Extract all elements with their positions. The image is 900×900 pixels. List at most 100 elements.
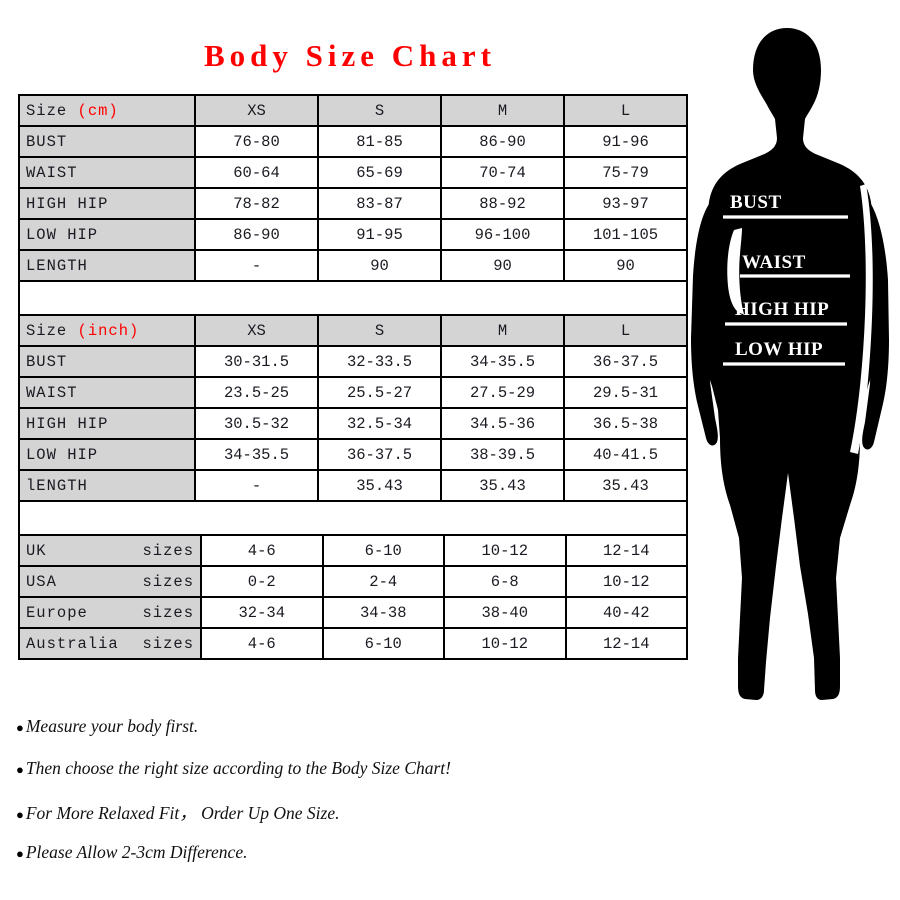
table-row: Europe sizes 32-34 34-38 38-40 40-42 (18, 596, 688, 629)
cell-bust-s: 32-33.5 (317, 345, 442, 378)
cell-europe-s: 34-38 (321, 596, 445, 629)
cell-usa-s: 2-4 (321, 565, 445, 598)
bullet-icon: ● (16, 720, 24, 735)
cell-bust-m: 34-35.5 (440, 345, 565, 378)
row-label-waist: WAIST (18, 376, 196, 409)
table-row: WAIST 60-64 65-69 70-74 75-79 (18, 156, 688, 189)
measurement-labels: BUST WAIST HIGH HIP LOW HIP (723, 192, 850, 366)
cell-bust-xs: 30-31.5 (194, 345, 319, 378)
table-header-row: Size (inch) XS S M L (18, 314, 688, 347)
column-header-m: M (440, 94, 565, 127)
cell-low-hip-m: 96-100 (440, 218, 565, 251)
table-header-row: Size (cm) XS S M L (18, 94, 688, 127)
inch-header-label: Size (inch) (18, 314, 196, 347)
cell-low-hip-s: 36-37.5 (317, 438, 442, 471)
cell-australia-m: 10-12 (443, 627, 567, 660)
row-label-europe: Europe sizes (18, 596, 202, 629)
table-row: USA sizes 0-2 2-4 6-8 10-12 (18, 565, 688, 598)
list-item: ● For More Relaxed Fit， Order Up One Siz… (16, 800, 656, 842)
cm-header-text: Size (26, 101, 78, 120)
uk-country-text: UK (26, 541, 47, 560)
cell-high-hip-s: 32.5-34 (317, 407, 442, 440)
cell-low-hip-xs: 86-90 (194, 218, 319, 251)
cell-length-xs: - (194, 469, 319, 502)
row-label-length: LENGTH (18, 249, 196, 282)
cell-waist-s: 25.5-27 (317, 376, 442, 409)
cell-low-hip-xs: 34-35.5 (194, 438, 319, 471)
regional-size-table: UK sizes 4-6 6-10 10-12 12-14 USA sizes 0-… (18, 534, 688, 660)
cm-size-table: Size (cm) XS S M L BUST 76-80 81-85 86-9… (18, 94, 688, 282)
cell-waist-s: 65-69 (317, 156, 442, 189)
note-text: Measure your body first. (25, 716, 199, 736)
size-tables-container: Size (cm) XS S M L BUST 76-80 81-85 86-9… (18, 94, 688, 660)
bullet-icon: ● (16, 846, 24, 861)
row-label-high-hip: HIGH HIP (18, 187, 196, 220)
table-row: BUST 76-80 81-85 86-90 91-96 (18, 125, 688, 158)
inch-size-table: Size (inch) XS S M L BUST 30-31.5 32-33.… (18, 314, 688, 502)
cell-bust-m: 86-90 (440, 125, 565, 158)
cell-length-l: 90 (563, 249, 688, 282)
cell-low-hip-s: 91-95 (317, 218, 442, 251)
cell-high-hip-l: 93-97 (563, 187, 688, 220)
note-text: Then choose the right size according to … (25, 758, 451, 778)
inch-unit-text: (inch) (77, 321, 140, 340)
table-row: HIGH HIP 30.5-32 32.5-34 34.5-36 36.5-38 (18, 407, 688, 440)
page-title: Body Size Chart (204, 38, 496, 73)
cell-low-hip-m: 38-39.5 (440, 438, 565, 471)
cell-length-l: 35.43 (563, 469, 688, 502)
cell-usa-xs: 0-2 (200, 565, 324, 598)
cell-uk-s: 6-10 (321, 534, 445, 567)
uk-sizes-text: sizes (142, 541, 194, 560)
list-item: ● Please Allow 2-3cm Difference. (16, 842, 656, 884)
cm-unit-text: (cm) (77, 101, 119, 120)
cell-uk-m: 10-12 (443, 534, 567, 567)
cell-waist-m: 70-74 (440, 156, 565, 189)
cell-low-hip-l: 101-105 (563, 218, 688, 251)
cell-high-hip-l: 36.5-38 (563, 407, 688, 440)
europe-country-text: Europe (26, 603, 88, 622)
list-item: ● Measure your body first. (16, 716, 656, 758)
cell-australia-s: 6-10 (321, 627, 445, 660)
note-text: Please Allow 2-3cm Difference. (25, 842, 248, 862)
bullet-icon: ● (16, 807, 24, 822)
cell-waist-m: 27.5-29 (440, 376, 565, 409)
australia-sizes-text: sizes (142, 634, 194, 653)
cell-waist-xs: 23.5-25 (194, 376, 319, 409)
cell-uk-l: 12-14 (564, 534, 688, 567)
inch-header-text: Size (26, 321, 78, 340)
column-header-l: L (563, 94, 688, 127)
table-row: UK sizes 4-6 6-10 10-12 12-14 (18, 534, 688, 567)
usa-country-text: USA (26, 572, 57, 591)
table-row: LENGTH - 90 90 90 (18, 249, 688, 282)
column-header-s: S (317, 94, 442, 127)
cell-waist-xs: 60-64 (194, 156, 319, 189)
arm-gap (850, 184, 873, 454)
column-header-xs: XS (194, 94, 319, 127)
row-label-waist: WAIST (18, 156, 196, 189)
list-item: ● Then choose the right size according t… (16, 758, 656, 800)
table-row: WAIST 23.5-25 25.5-27 27.5-29 29.5-31 (18, 376, 688, 409)
table-spacer-row (18, 502, 688, 534)
cell-low-hip-l: 40-41.5 (563, 438, 688, 471)
cell-waist-l: 75-79 (563, 156, 688, 189)
cell-high-hip-xs: 30.5-32 (194, 407, 319, 440)
table-spacer-row (18, 282, 688, 314)
cell-high-hip-s: 83-87 (317, 187, 442, 220)
cell-europe-xs: 32-34 (200, 596, 324, 629)
row-label-high-hip: HIGH HIP (18, 407, 196, 440)
australia-country-text: Australia (26, 634, 119, 653)
cell-bust-l: 91-96 (563, 125, 688, 158)
column-header-xs: XS (194, 314, 319, 347)
table-row: BUST 30-31.5 32-33.5 34-35.5 36-37.5 (18, 345, 688, 378)
cell-length-m: 90 (440, 249, 565, 282)
row-label-low-hip: LOW HIP (18, 438, 196, 471)
cell-usa-l: 10-12 (564, 565, 688, 598)
row-label-usa: USA sizes (18, 565, 202, 598)
cell-europe-l: 40-42 (564, 596, 688, 629)
row-label-length: lENGTH (18, 469, 196, 502)
cell-length-xs: - (194, 249, 319, 282)
cell-length-m: 35.43 (440, 469, 565, 502)
table-row: HIGH HIP 78-82 83-87 88-92 93-97 (18, 187, 688, 220)
bullet-icon: ● (16, 762, 24, 777)
